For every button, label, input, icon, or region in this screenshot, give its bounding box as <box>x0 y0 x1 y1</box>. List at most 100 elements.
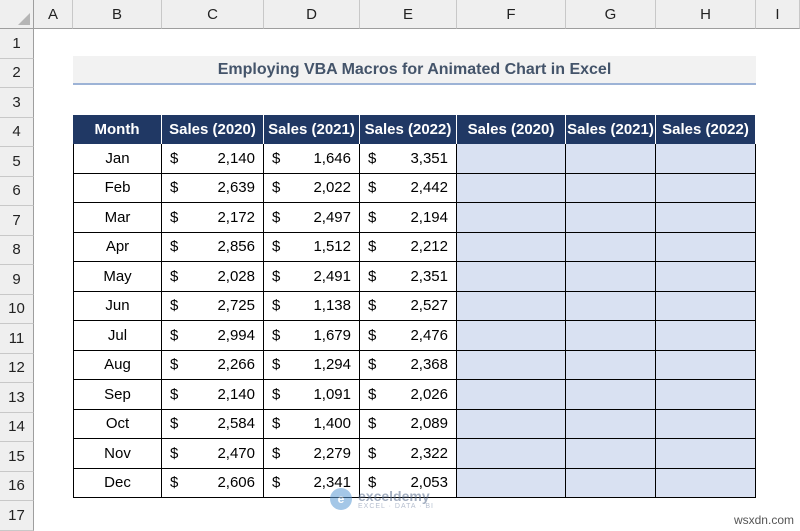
sales-cell[interactable]: $2,994 <box>162 321 264 351</box>
empty-sales-cell[interactable] <box>656 291 756 321</box>
column-header-f[interactable]: F <box>457 0 566 29</box>
sales-cell[interactable]: $2,368 <box>360 350 457 380</box>
empty-sales-cell[interactable] <box>457 350 566 380</box>
row-header-15[interactable]: 15 <box>0 442 34 472</box>
row-header-13[interactable]: 13 <box>0 383 34 413</box>
sales-cell[interactable]: $2,089 <box>360 409 457 439</box>
sheet-title[interactable]: Employing VBA Macros for Animated Chart … <box>73 56 756 85</box>
empty-sales-cell[interactable] <box>656 409 756 439</box>
sales-cell[interactable]: $2,341 <box>264 468 360 498</box>
row-header-5[interactable]: 5 <box>0 147 34 177</box>
empty-sales-cell[interactable] <box>656 321 756 351</box>
empty-sales-cell[interactable] <box>457 144 566 174</box>
empty-sales-cell[interactable] <box>457 203 566 233</box>
row-header-8[interactable]: 8 <box>0 235 34 265</box>
empty-sales-cell[interactable] <box>566 321 656 351</box>
sales-cell[interactable]: $2,028 <box>162 262 264 292</box>
empty-sales-cell[interactable] <box>566 262 656 292</box>
empty-sales-cell[interactable] <box>457 262 566 292</box>
header-sales-5[interactable]: Sales (2021) <box>566 115 656 144</box>
empty-sales-cell[interactable] <box>566 350 656 380</box>
month-cell[interactable]: Aug <box>73 350 162 380</box>
sales-cell[interactable]: $2,053 <box>360 468 457 498</box>
empty-sales-cell[interactable] <box>656 232 756 262</box>
sales-cell[interactable]: $1,400 <box>264 409 360 439</box>
empty-sales-cell[interactable] <box>656 468 756 498</box>
sales-cell[interactable]: $2,140 <box>162 144 264 174</box>
sales-cell[interactable]: $2,497 <box>264 203 360 233</box>
sales-cell[interactable]: $2,026 <box>360 380 457 410</box>
header-sales-2[interactable]: Sales (2021) <box>264 115 360 144</box>
sales-cell[interactable]: $1,294 <box>264 350 360 380</box>
header-sales-6[interactable]: Sales (2022) <box>656 115 756 144</box>
sales-cell[interactable]: $3,351 <box>360 144 457 174</box>
empty-sales-cell[interactable] <box>457 291 566 321</box>
header-sales-1[interactable]: Sales (2020) <box>162 115 264 144</box>
header-month[interactable]: Month <box>73 115 162 144</box>
column-header-c[interactable]: C <box>162 0 264 29</box>
sales-cell[interactable]: $2,725 <box>162 291 264 321</box>
month-cell[interactable]: Jun <box>73 291 162 321</box>
empty-sales-cell[interactable] <box>566 173 656 203</box>
column-header-b[interactable]: B <box>73 0 162 29</box>
month-cell[interactable]: Nov <box>73 439 162 469</box>
empty-sales-cell[interactable] <box>566 291 656 321</box>
row-header-1[interactable]: 1 <box>0 29 34 59</box>
empty-sales-cell[interactable] <box>566 144 656 174</box>
empty-sales-cell[interactable] <box>656 350 756 380</box>
column-header-e[interactable]: E <box>360 0 457 29</box>
empty-sales-cell[interactable] <box>457 468 566 498</box>
column-header-h[interactable]: H <box>656 0 756 29</box>
empty-sales-cell[interactable] <box>656 144 756 174</box>
header-sales-4[interactable]: Sales (2020) <box>457 115 566 144</box>
sales-cell[interactable]: $2,279 <box>264 439 360 469</box>
empty-sales-cell[interactable] <box>656 439 756 469</box>
column-header-g[interactable]: G <box>566 0 656 29</box>
month-cell[interactable]: Sep <box>73 380 162 410</box>
empty-sales-cell[interactable] <box>457 232 566 262</box>
empty-sales-cell[interactable] <box>566 439 656 469</box>
empty-sales-cell[interactable] <box>566 203 656 233</box>
select-all-corner[interactable] <box>0 0 34 29</box>
sales-cell[interactable]: $2,639 <box>162 173 264 203</box>
month-cell[interactable]: Feb <box>73 173 162 203</box>
sales-cell[interactable]: $1,091 <box>264 380 360 410</box>
sales-cell[interactable]: $2,266 <box>162 350 264 380</box>
sales-cell[interactable]: $2,584 <box>162 409 264 439</box>
row-header-11[interactable]: 11 <box>0 324 34 354</box>
sales-cell[interactable]: $2,212 <box>360 232 457 262</box>
month-cell[interactable]: May <box>73 262 162 292</box>
row-header-2[interactable]: 2 <box>0 58 34 88</box>
month-cell[interactable]: Dec <box>73 468 162 498</box>
empty-sales-cell[interactable] <box>566 380 656 410</box>
month-cell[interactable]: Jul <box>73 321 162 351</box>
month-cell[interactable]: Apr <box>73 232 162 262</box>
sales-cell[interactable]: $2,442 <box>360 173 457 203</box>
header-sales-3[interactable]: Sales (2022) <box>360 115 457 144</box>
sales-cell[interactable]: $1,646 <box>264 144 360 174</box>
sales-cell[interactable]: $2,351 <box>360 262 457 292</box>
sales-cell[interactable]: $2,022 <box>264 173 360 203</box>
column-header-d[interactable]: D <box>264 0 360 29</box>
column-header-i[interactable]: I <box>756 0 800 29</box>
sales-cell[interactable]: $2,172 <box>162 203 264 233</box>
row-header-4[interactable]: 4 <box>0 117 34 147</box>
sales-cell[interactable]: $1,679 <box>264 321 360 351</box>
sales-cell[interactable]: $2,527 <box>360 291 457 321</box>
row-header-17[interactable]: 17 <box>0 501 34 531</box>
empty-sales-cell[interactable] <box>457 173 566 203</box>
empty-sales-cell[interactable] <box>457 409 566 439</box>
row-header-3[interactable]: 3 <box>0 88 34 118</box>
empty-sales-cell[interactable] <box>656 173 756 203</box>
empty-sales-cell[interactable] <box>457 321 566 351</box>
empty-sales-cell[interactable] <box>566 468 656 498</box>
empty-sales-cell[interactable] <box>656 380 756 410</box>
row-header-6[interactable]: 6 <box>0 176 34 206</box>
sales-cell[interactable]: $2,140 <box>162 380 264 410</box>
month-cell[interactable]: Jan <box>73 144 162 174</box>
empty-sales-cell[interactable] <box>566 232 656 262</box>
row-header-14[interactable]: 14 <box>0 412 34 442</box>
row-header-10[interactable]: 10 <box>0 294 34 324</box>
sales-cell[interactable]: $2,194 <box>360 203 457 233</box>
